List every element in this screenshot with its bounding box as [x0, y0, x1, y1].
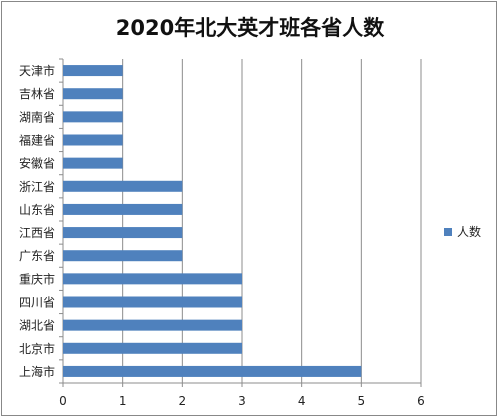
bar	[63, 203, 183, 215]
y-tick-label: 福建省	[19, 133, 55, 148]
y-tick-label: 重庆市	[19, 271, 55, 286]
y-tick-label: 浙江省	[19, 180, 55, 194]
x-tick-label: 0	[59, 394, 67, 408]
y-tick-label: 湖北省	[19, 318, 55, 333]
y-tick-label: 吉林省	[19, 87, 55, 101]
legend-label: 人数	[457, 225, 482, 239]
y-tick-label: 江西省	[19, 226, 55, 240]
y-tick-label: 四川省	[19, 296, 55, 310]
x-tick-label: 4	[298, 394, 306, 408]
bar	[63, 365, 362, 377]
bar	[63, 342, 242, 354]
y-tick-label: 天津市	[19, 63, 55, 78]
bar	[63, 319, 242, 331]
gridlines	[122, 59, 422, 383]
x-tick-label: 1	[119, 394, 127, 408]
x-tick-label: 6	[417, 394, 425, 408]
bar	[63, 65, 123, 77]
x-tick-label: 5	[358, 394, 366, 408]
bar	[63, 227, 183, 239]
x-tick-label: 2	[179, 394, 187, 408]
y-tick-label: 山东省	[19, 203, 55, 217]
y-tick-label: 上海市	[19, 364, 55, 379]
bar	[63, 157, 123, 169]
axes	[59, 58, 422, 387]
bar	[63, 88, 123, 100]
bar	[63, 134, 123, 146]
y-tick-label: 湖南省	[19, 109, 55, 124]
bar	[63, 111, 123, 123]
chart-title: 2020年北大英才班各省人数	[115, 16, 385, 40]
legend-swatch	[444, 227, 452, 236]
tick-labels: 0 1 2 3 4 5 6 天津市吉林省湖南省福建省安徽省浙江省山东省江西省广东省重庆市四川省…	[19, 63, 425, 408]
bar	[63, 296, 242, 308]
bar	[63, 180, 183, 192]
x-tick-label: 3	[238, 394, 246, 408]
bar	[63, 250, 183, 262]
y-tick-label: 广东省	[19, 249, 55, 263]
bars	[63, 65, 362, 377]
y-tick-label: 北京市	[19, 341, 55, 356]
y-tick-label: 安徽省	[19, 156, 55, 171]
bar	[63, 273, 242, 285]
legend: 人数	[444, 223, 481, 240]
